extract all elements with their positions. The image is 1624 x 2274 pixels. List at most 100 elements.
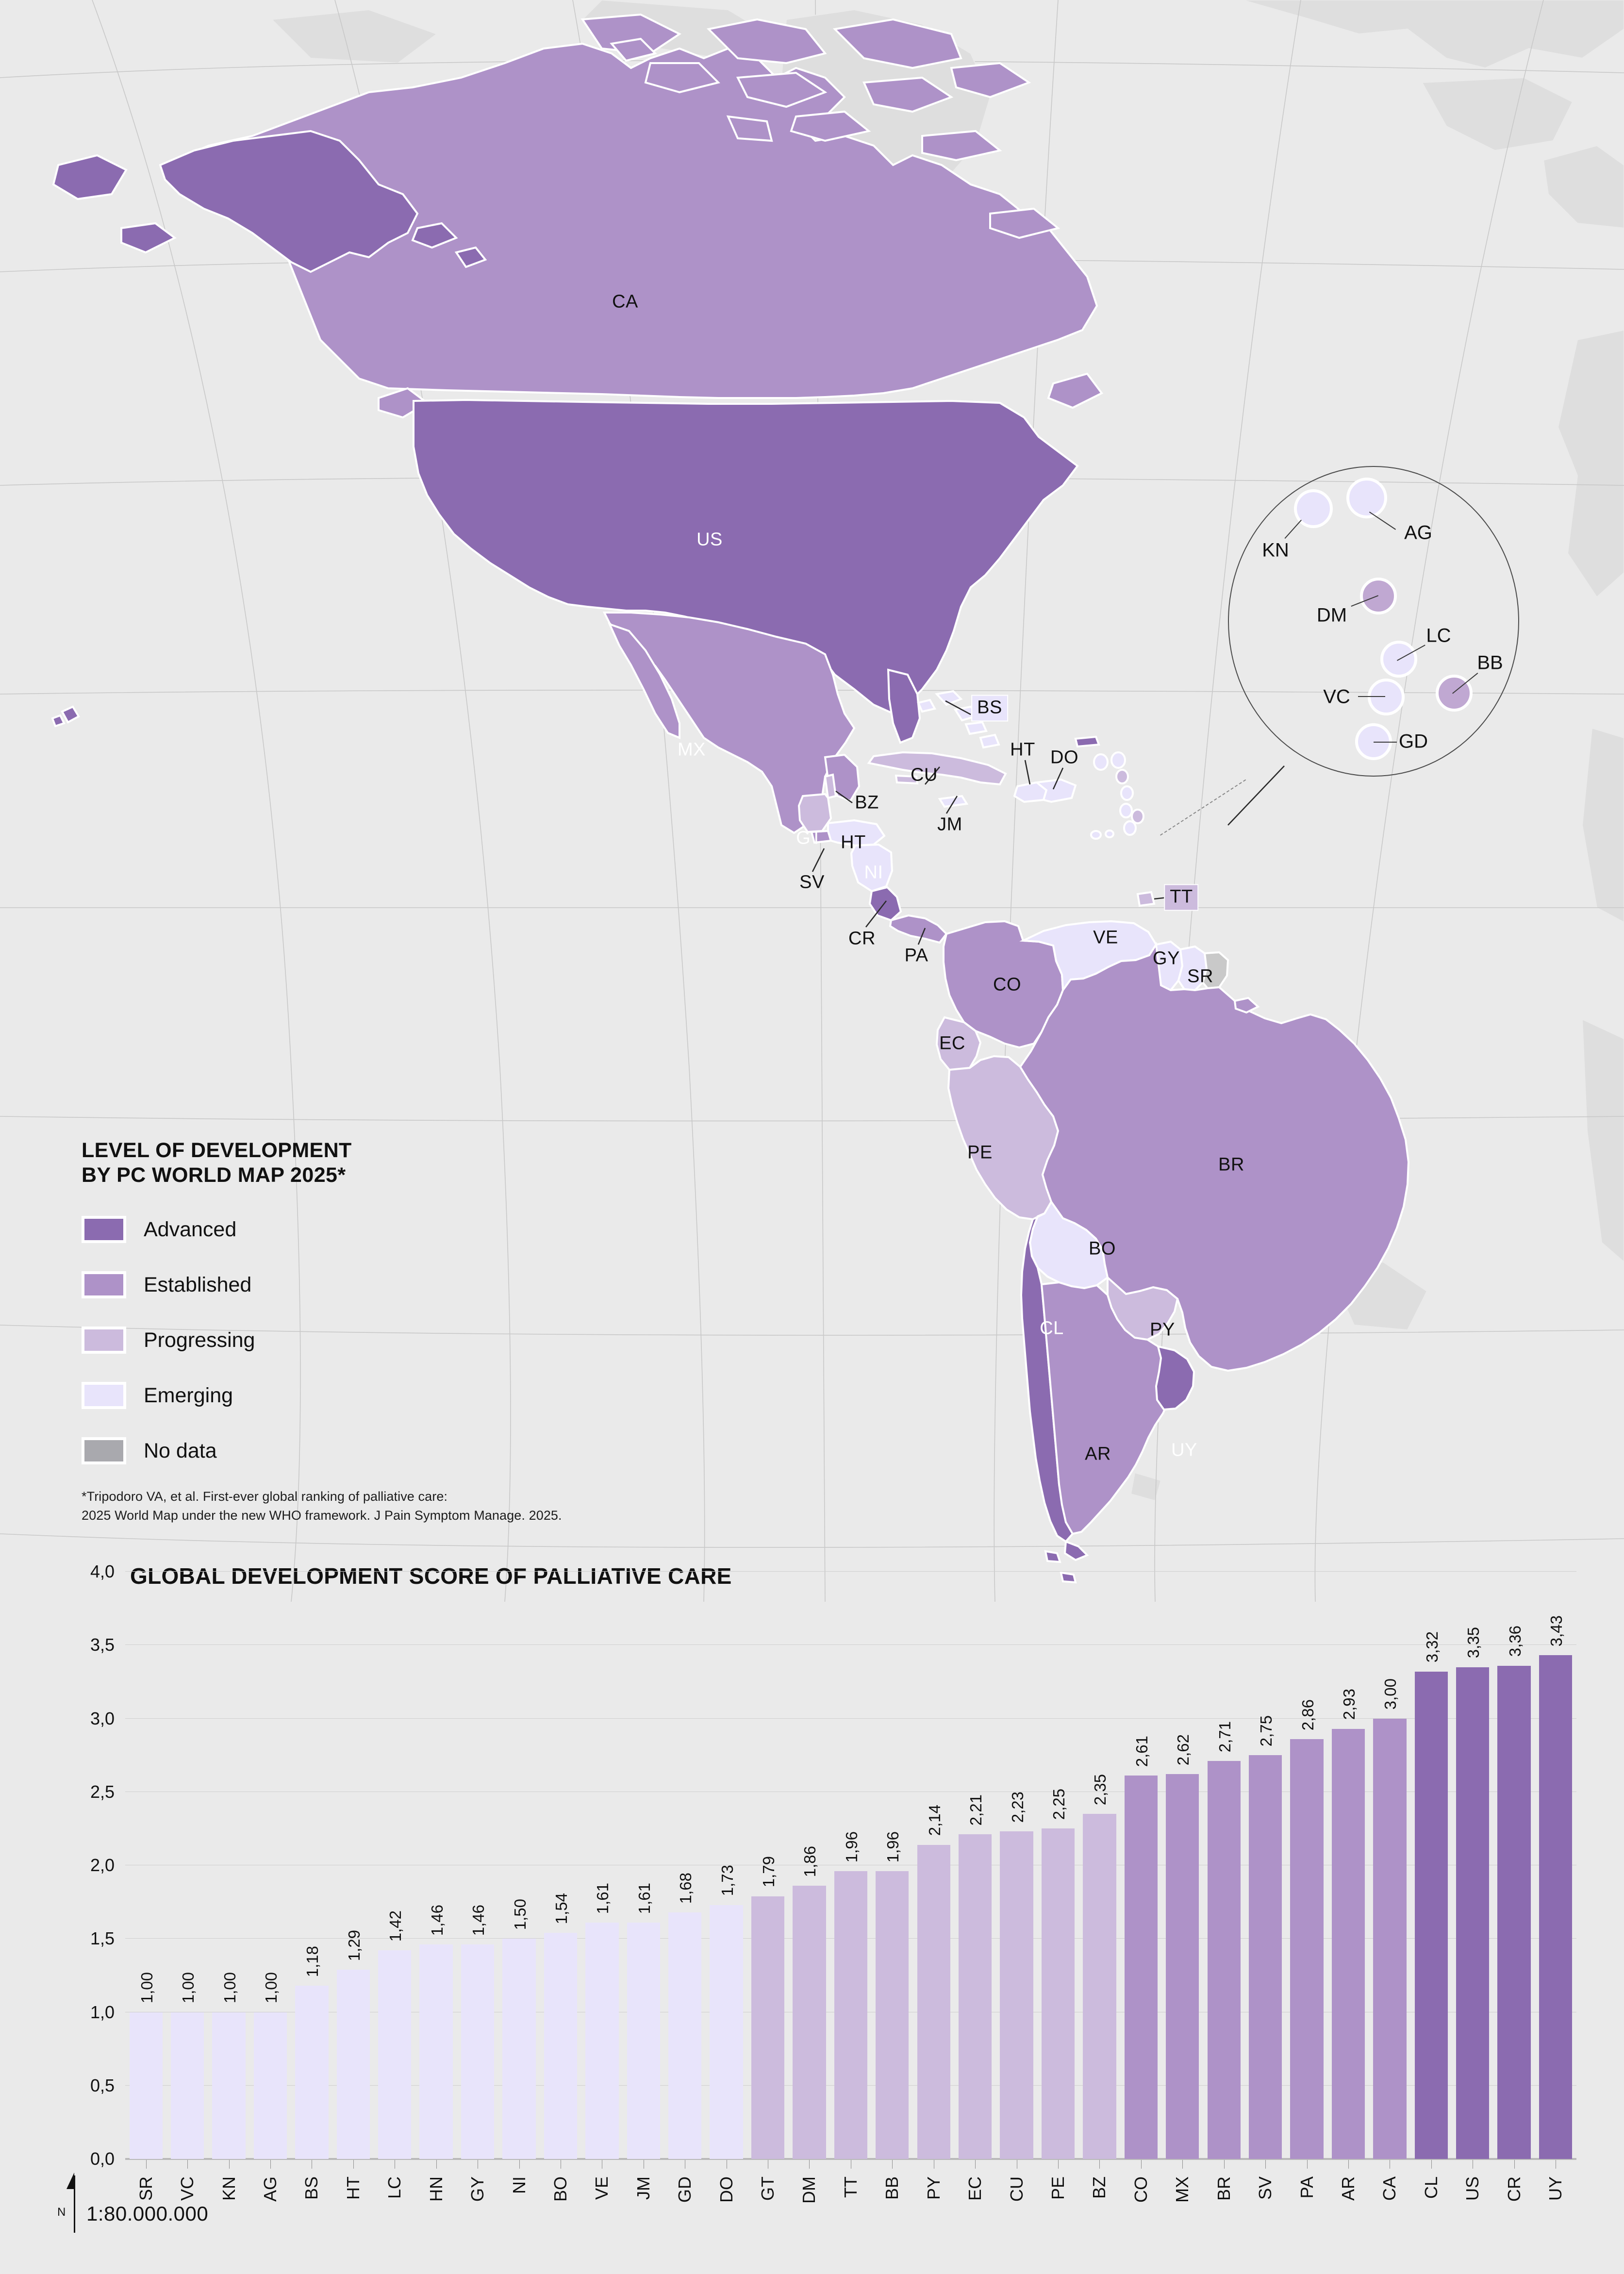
country-suriname[interactable]: [1177, 945, 1208, 992]
bar-hn[interactable]: [419, 1944, 453, 2159]
x-axis-label-bo: BO: [550, 2176, 570, 2202]
bar-uy[interactable]: [1539, 1655, 1573, 2159]
bar-slot: 2,62: [1162, 1572, 1203, 2159]
inset-label-ag: AG: [1404, 522, 1432, 544]
x-axis-label-gy: GY: [467, 2176, 488, 2202]
bar-bz[interactable]: [1083, 1814, 1116, 2159]
bar-slot: 1,29: [332, 1572, 374, 2159]
inset-island-bb[interactable]: [1436, 675, 1473, 712]
bar-kn[interactable]: [212, 2012, 246, 2159]
bar-ca[interactable]: [1373, 1718, 1407, 2159]
country-panama[interactable]: [889, 914, 948, 944]
north-arrow-stem: [74, 2175, 75, 2233]
legend-footnote: *Tripodoro VA, et al. First-ever global …: [82, 1487, 713, 1525]
x-tick-slot: DM: [789, 2160, 830, 2238]
bar-slot: 1,61: [581, 1572, 623, 2159]
legend-item-emerging[interactable]: Emerging: [82, 1377, 713, 1414]
country-uruguay[interactable]: [1155, 1345, 1195, 1411]
bar-lc[interactable]: [378, 1950, 412, 2159]
country-mexico[interactable]: [602, 612, 861, 834]
country-brazil[interactable]: [1019, 942, 1410, 1372]
bar-co[interactable]: [1124, 1776, 1158, 2159]
bar-jm[interactable]: [627, 1922, 660, 2159]
bar-value-label: 3,36: [1506, 1626, 1524, 1657]
legend-item-established[interactable]: Established: [82, 1266, 713, 1304]
bar-cl[interactable]: [1414, 1671, 1448, 2159]
country-united-states[interactable]: [413, 398, 1100, 748]
bar-us[interactable]: [1456, 1667, 1490, 2159]
bar-slot: 1,54: [540, 1572, 581, 2159]
country-french-guiana[interactable]: [1201, 951, 1229, 990]
bar-ve[interactable]: [585, 1922, 619, 2159]
y-axis-tick-label: 3,0: [90, 1708, 115, 1728]
bar-sr[interactable]: [129, 2012, 163, 2159]
country-bahamas[interactable]: [917, 690, 1000, 749]
bar-dm[interactable]: [793, 1886, 826, 2159]
bar-slot: 1,42: [374, 1572, 415, 2159]
country-nicaragua[interactable]: [850, 843, 894, 893]
bar-slot: 1,96: [872, 1572, 913, 2159]
bar-gd[interactable]: [668, 1912, 702, 2159]
x-axis-tick-mark: [1099, 2160, 1100, 2169]
bar-gy[interactable]: [461, 1944, 495, 2159]
bar-pe[interactable]: [1041, 1828, 1075, 2159]
bar-ec[interactable]: [958, 1834, 992, 2159]
x-axis-label-kn: KN: [218, 2176, 239, 2201]
country-trinidad-and-tobago[interactable]: [1136, 891, 1156, 907]
bar-bb[interactable]: [876, 1871, 909, 2159]
bar-ar[interactable]: [1331, 1728, 1365, 2159]
bar-tt[interactable]: [834, 1871, 868, 2159]
x-axis-tick-mark: [270, 2160, 271, 2169]
x-tick-slot: GY: [457, 2160, 498, 2238]
bar-ni[interactable]: [502, 1939, 536, 2159]
bar-ht[interactable]: [336, 1969, 370, 2159]
x-tick-slot: CO: [1120, 2160, 1161, 2238]
x-axis-label-ag: AG: [260, 2176, 280, 2202]
bar-mx[interactable]: [1166, 1774, 1199, 2159]
x-axis-label-sr: SR: [135, 2176, 156, 2201]
x-tick-slot: PY: [913, 2160, 954, 2238]
chart-x-tick-labels: SR VC KN AG BS HT LC HN GY NI BO VE JM GD DO GT DM TT BB PY…: [125, 2160, 1576, 2238]
bar-value-label: 2,75: [1257, 1715, 1276, 1747]
bar-value-label: 2,23: [1008, 1792, 1027, 1823]
x-tick-slot: CR: [1493, 2160, 1535, 2238]
country-dominican-republic[interactable]: [1034, 778, 1077, 803]
bar-py[interactable]: [917, 1844, 950, 2159]
legend-swatch-established: [82, 1271, 126, 1299]
country-argentina[interactable]: [1040, 1281, 1172, 1535]
inset-island-dm[interactable]: [1360, 578, 1397, 614]
bar-cr[interactable]: [1497, 1665, 1531, 2159]
bar-slot: 3,32: [1410, 1572, 1452, 2159]
country-canada[interactable]: [173, 13, 1104, 419]
bar-sv[interactable]: [1248, 1755, 1282, 2159]
legend-item-progressing[interactable]: Progressing: [82, 1321, 713, 1359]
inset-island-vc[interactable]: [1368, 679, 1405, 715]
country-guatemala[interactable]: [797, 793, 832, 833]
country-cuba[interactable]: [867, 751, 1007, 786]
bar-vc[interactable]: [170, 2012, 204, 2159]
bar-gt[interactable]: [751, 1896, 785, 2159]
bar-pa[interactable]: [1290, 1739, 1324, 2159]
legend-item-advanced[interactable]: Advanced: [82, 1211, 713, 1248]
country-united-states-alaska[interactable]: [51, 130, 487, 728]
bar-value-label: 2,86: [1298, 1699, 1317, 1730]
x-tick-slot: MX: [1162, 2160, 1203, 2238]
bar-bs[interactable]: [295, 1986, 329, 2159]
country-honduras[interactable]: [827, 819, 886, 847]
bar-cu[interactable]: [1000, 1831, 1033, 2159]
map-legend: LEVEL OF DEVELOPMENT BY PC WORLD MAP 202…: [82, 1138, 713, 1525]
x-tick-slot: CU: [996, 2160, 1037, 2238]
x-axis-label-bs: BS: [301, 2176, 322, 2200]
x-axis-label-py: PY: [923, 2176, 944, 2200]
bar-do[interactable]: [710, 1905, 743, 2159]
bar-ag[interactable]: [253, 2012, 287, 2159]
bar-slot: 2,93: [1327, 1572, 1369, 2159]
bar-br[interactable]: [1207, 1761, 1241, 2159]
x-axis-tick-mark: [892, 2160, 893, 2169]
country-belize[interactable]: [824, 773, 837, 799]
bar-bo[interactable]: [544, 1933, 578, 2159]
inset-island-ag[interactable]: [1346, 478, 1387, 518]
x-tick-slot: EC: [954, 2160, 995, 2238]
x-tick-slot: VC: [166, 2160, 208, 2238]
legend-item-no-data[interactable]: No data: [82, 1432, 713, 1470]
